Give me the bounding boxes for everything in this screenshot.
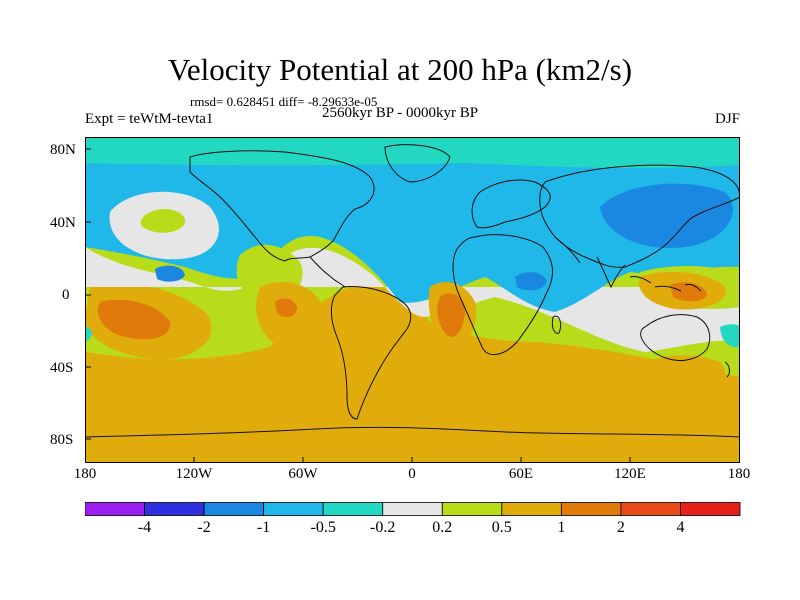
field-cyan-west xyxy=(85,327,92,342)
experiment-label: Expt = teWtM-tevta1 xyxy=(85,111,214,127)
field-orange-south xyxy=(85,284,740,463)
colorbar-label-0: -4 xyxy=(137,519,152,536)
colorbar-swatch-7 xyxy=(501,502,562,516)
colorbar-swatch-5 xyxy=(382,502,443,516)
colorbar-label-7: 1 xyxy=(557,519,566,536)
field-darkorange-amazon xyxy=(275,298,297,318)
field-cyan-arctic xyxy=(85,137,740,169)
coast-europe xyxy=(471,179,551,229)
coast-arabia-india xyxy=(554,236,626,289)
period-label: 2560kyr BP - 0000kyr BP xyxy=(322,105,479,121)
lon-tick-0: 0 xyxy=(408,466,416,482)
field-darkorange-pacific xyxy=(97,299,171,340)
colorbar-swatch-8 xyxy=(560,502,622,516)
lon-tick-180e: 180 xyxy=(727,466,751,482)
season-label: DJF xyxy=(714,111,740,127)
lat-tick-eq: 0 xyxy=(62,287,70,303)
field-green-nepac xyxy=(140,208,186,233)
field-blue-core-asia xyxy=(600,183,733,248)
colorbar-label-8: 2 xyxy=(616,519,625,536)
velocity-potential-map xyxy=(85,137,740,463)
colorbar xyxy=(85,502,741,516)
colorbar-label-9: 4 xyxy=(676,519,685,536)
lat-tick-40n: 40N xyxy=(50,215,76,231)
colorbar-swatch-9 xyxy=(620,502,681,516)
coast-central-america xyxy=(309,256,346,288)
coast-north-america xyxy=(189,150,375,262)
colorbar-swatch-4 xyxy=(322,502,384,516)
field-blue-core-pac xyxy=(155,265,185,282)
lon-tick-60e: 60E xyxy=(508,466,534,482)
field-darkorange-maritime xyxy=(670,282,707,302)
coast-australia xyxy=(640,314,711,362)
colorbar-label-4: -0.2 xyxy=(370,519,396,536)
colorbar-swatch-0 xyxy=(85,502,145,516)
field-darkorange-africa xyxy=(437,293,465,337)
colorbar-swatch-1 xyxy=(144,502,205,516)
lon-tick-60w: 60W xyxy=(288,466,318,482)
lon-tick-180w: 180 xyxy=(73,466,97,482)
coast-asia xyxy=(539,164,740,268)
coast-south-america xyxy=(330,286,412,420)
lon-tick-120w: 120W xyxy=(175,466,213,482)
colorbar-label-3: -0.5 xyxy=(310,519,336,536)
field-orange-australia xyxy=(625,355,725,400)
colorbar-swatch-6 xyxy=(441,502,503,516)
colorbar-label-5: 0.2 xyxy=(432,519,453,536)
map-title: Velocity Potential at 200 hPa (km2/s) xyxy=(167,52,633,87)
lat-tick-80s: 80S xyxy=(50,432,74,448)
field-cyan-east xyxy=(720,324,740,348)
lon-tick-120e: 120E xyxy=(614,466,646,482)
continent-outlines xyxy=(85,144,740,438)
field-blue-core-atl xyxy=(515,272,547,291)
lat-tick-80n: 80N xyxy=(50,142,76,158)
colorbar-label-1: -2 xyxy=(197,519,211,536)
stats-subtitle: rmsd= 0.628451 diff= -8.29633e-05 xyxy=(190,94,378,109)
colorbar-swatch-3 xyxy=(263,502,324,516)
coast-madagascar xyxy=(551,315,562,334)
colorbar-label-2: -1 xyxy=(256,519,271,536)
colorbar-label-6: 0.5 xyxy=(491,519,512,536)
colorbar-swatch-10 xyxy=(680,502,741,516)
coast-greenland xyxy=(384,144,451,183)
colorbar-swatch-2 xyxy=(203,502,265,516)
coast-africa xyxy=(452,234,553,356)
coast-antarctica xyxy=(85,426,740,438)
coast-indonesia xyxy=(629,276,702,292)
lat-tick-40s: 40S xyxy=(50,360,74,376)
map-tick-marks xyxy=(85,148,631,463)
coast-new-zealand xyxy=(724,361,730,378)
